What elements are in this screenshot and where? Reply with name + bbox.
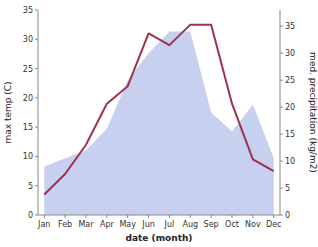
y2-tick-label: 15 (285, 130, 295, 139)
x-tick (211, 215, 212, 218)
x-tick (65, 215, 66, 218)
x-tick-label: Jul (164, 220, 175, 229)
x-tick-label: Aug (182, 220, 198, 229)
x-tick-label: Sep (204, 220, 219, 229)
x-tick-label: Apr (100, 220, 115, 229)
y-tick (35, 185, 38, 186)
x-tick (169, 215, 170, 218)
y-tick (35, 68, 38, 69)
y2-tick-label: 0 (285, 211, 290, 220)
y2-tick (280, 53, 283, 54)
y2-tick (280, 80, 283, 81)
y-tick (35, 127, 38, 128)
y-tick-label: 10 (23, 152, 33, 161)
line (44, 25, 273, 195)
y2-axis-label: med. precipitation (kg/m2) (308, 52, 318, 173)
x-tick (85, 215, 86, 218)
y-axis-line (38, 10, 39, 215)
y2-tick-label: 35 (285, 22, 295, 31)
y-tick-label: 25 (23, 65, 33, 74)
x-tick (273, 215, 274, 218)
x-axis-line (38, 215, 280, 216)
y2-tick-label: 20 (285, 103, 295, 112)
y-tick (35, 215, 38, 216)
y-tick-label: 0 (28, 211, 33, 220)
x-tick-label: Oct (225, 220, 239, 229)
y2-tick-label: 30 (285, 49, 295, 58)
x-tick-label: Nov (245, 220, 261, 229)
y2-tick-label: 10 (285, 157, 295, 166)
chart: 0 5 10 15 20 25 30 35 0 5 10 15 20 25 30 35 Jan Feb Mar Apr… (0, 0, 318, 247)
y-tick-label: 5 (28, 182, 33, 191)
x-tick (148, 215, 149, 218)
x-tick-label: Jan (37, 220, 50, 229)
y-tick-label: 30 (23, 35, 33, 44)
x-tick-label: Feb (58, 220, 72, 229)
y2-tick (280, 188, 283, 189)
x-tick-label: Dec (266, 220, 281, 229)
y2-tick-label: 25 (285, 76, 295, 85)
x-tick (106, 215, 107, 218)
x-tick-label: Jun (141, 220, 155, 229)
y-tick (35, 97, 38, 98)
x-tick (252, 215, 253, 218)
y-tick (35, 10, 38, 11)
x-tick (232, 215, 233, 218)
x-axis-label: date (month) (126, 233, 193, 243)
x-tick-label: May (119, 220, 136, 229)
y-axis-label: max temp (C) (3, 81, 13, 143)
x-tick (127, 215, 128, 218)
y2-tick (280, 134, 283, 135)
x-tick (44, 215, 45, 218)
y2-tick (280, 161, 283, 162)
y2-tick (280, 107, 283, 108)
y-tick (35, 156, 38, 157)
y-tick (35, 39, 38, 40)
y2-tick (280, 26, 283, 27)
y2-axis-line (280, 10, 281, 215)
y-tick-label: 35 (23, 6, 33, 15)
y2-tick (280, 215, 283, 216)
y-tick-label: 15 (23, 123, 33, 132)
y2-tick-label: 5 (285, 184, 290, 193)
x-tick-label: Mar (78, 220, 94, 229)
y-tick-label: 20 (23, 94, 33, 103)
plot-area (44, 25, 273, 215)
x-tick (190, 215, 191, 218)
